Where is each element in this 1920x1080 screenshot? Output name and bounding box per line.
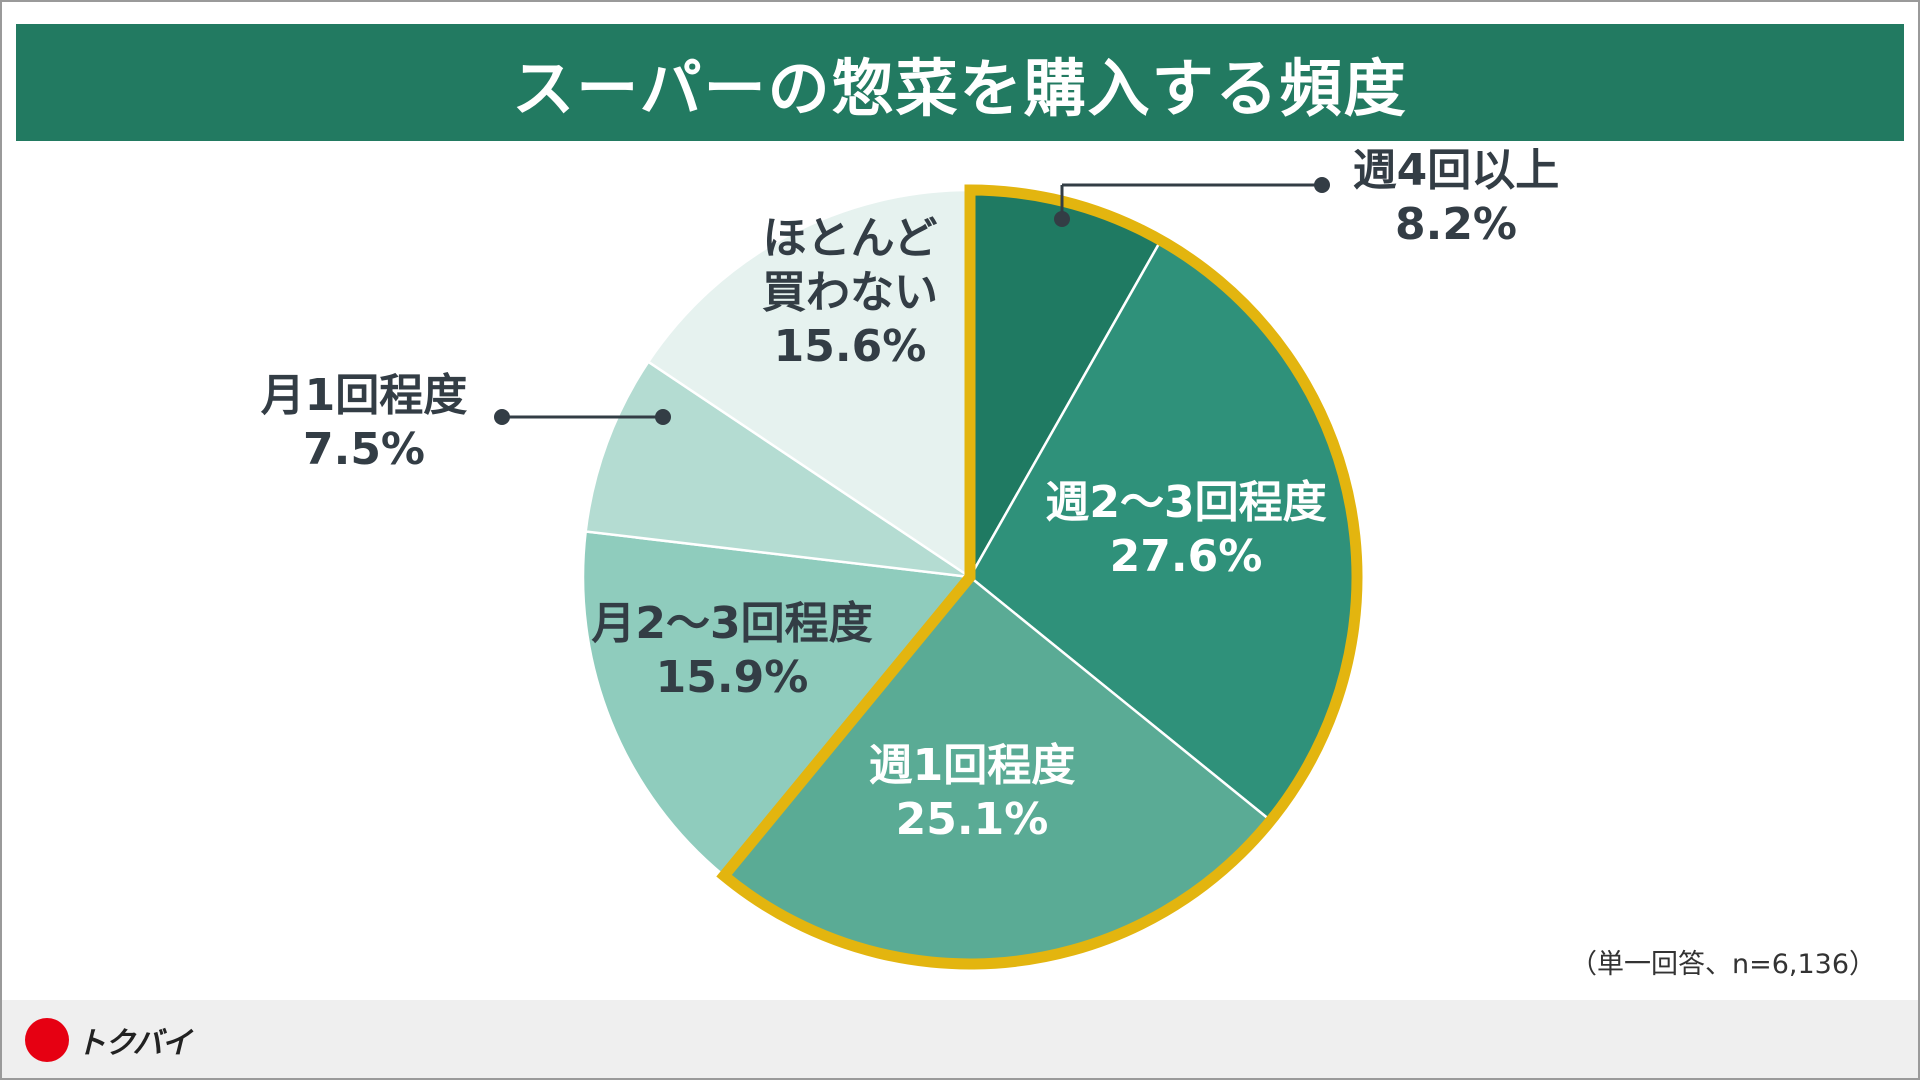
- pie-slice-3: [581, 530, 973, 878]
- slice-label-5: ほとんど買わない 15.6%: [762, 213, 938, 372]
- callout-dot-4-0: [494, 409, 510, 425]
- slice-label-1: 週2〜3回程度 27.6%: [1045, 477, 1326, 582]
- brand-name: トクバイ: [76, 1026, 191, 1061]
- brand-mark-icon: [28, 1021, 66, 1059]
- sample-note: （単一回答、n=6,136）: [1569, 949, 1876, 980]
- slice-label-3: 月2〜3回程度 15.9%: [591, 598, 872, 703]
- pie-chart: 週4回以上 8.2% 週2〜3回程度 27.6% 週1回程度 25.1% 月2〜3回程度 15…: [261, 145, 1560, 970]
- callout-dot-0-0: [1054, 211, 1070, 227]
- pie-slice-5: [646, 188, 972, 580]
- highlight-outline: [716, 184, 1363, 970]
- footer: トクバイ: [2, 1000, 1918, 1078]
- slice-label-4: 月1回程度 7.5%: [261, 370, 468, 475]
- callout-dot-0-1: [1314, 177, 1330, 193]
- slice-label-0: 週4回以上 8.2%: [1353, 145, 1560, 250]
- chart-title: スーパーの惣菜を購入する頻度: [512, 51, 1408, 125]
- pie-slice-4: [584, 360, 971, 579]
- callout-dot-4-1: [655, 409, 671, 425]
- brand-logo: トクバイ: [28, 1018, 191, 1062]
- title-bar: スーパーの惣菜を購入する頻度: [16, 24, 1904, 141]
- slice-label-2: 週1回程度 25.1%: [869, 740, 1076, 845]
